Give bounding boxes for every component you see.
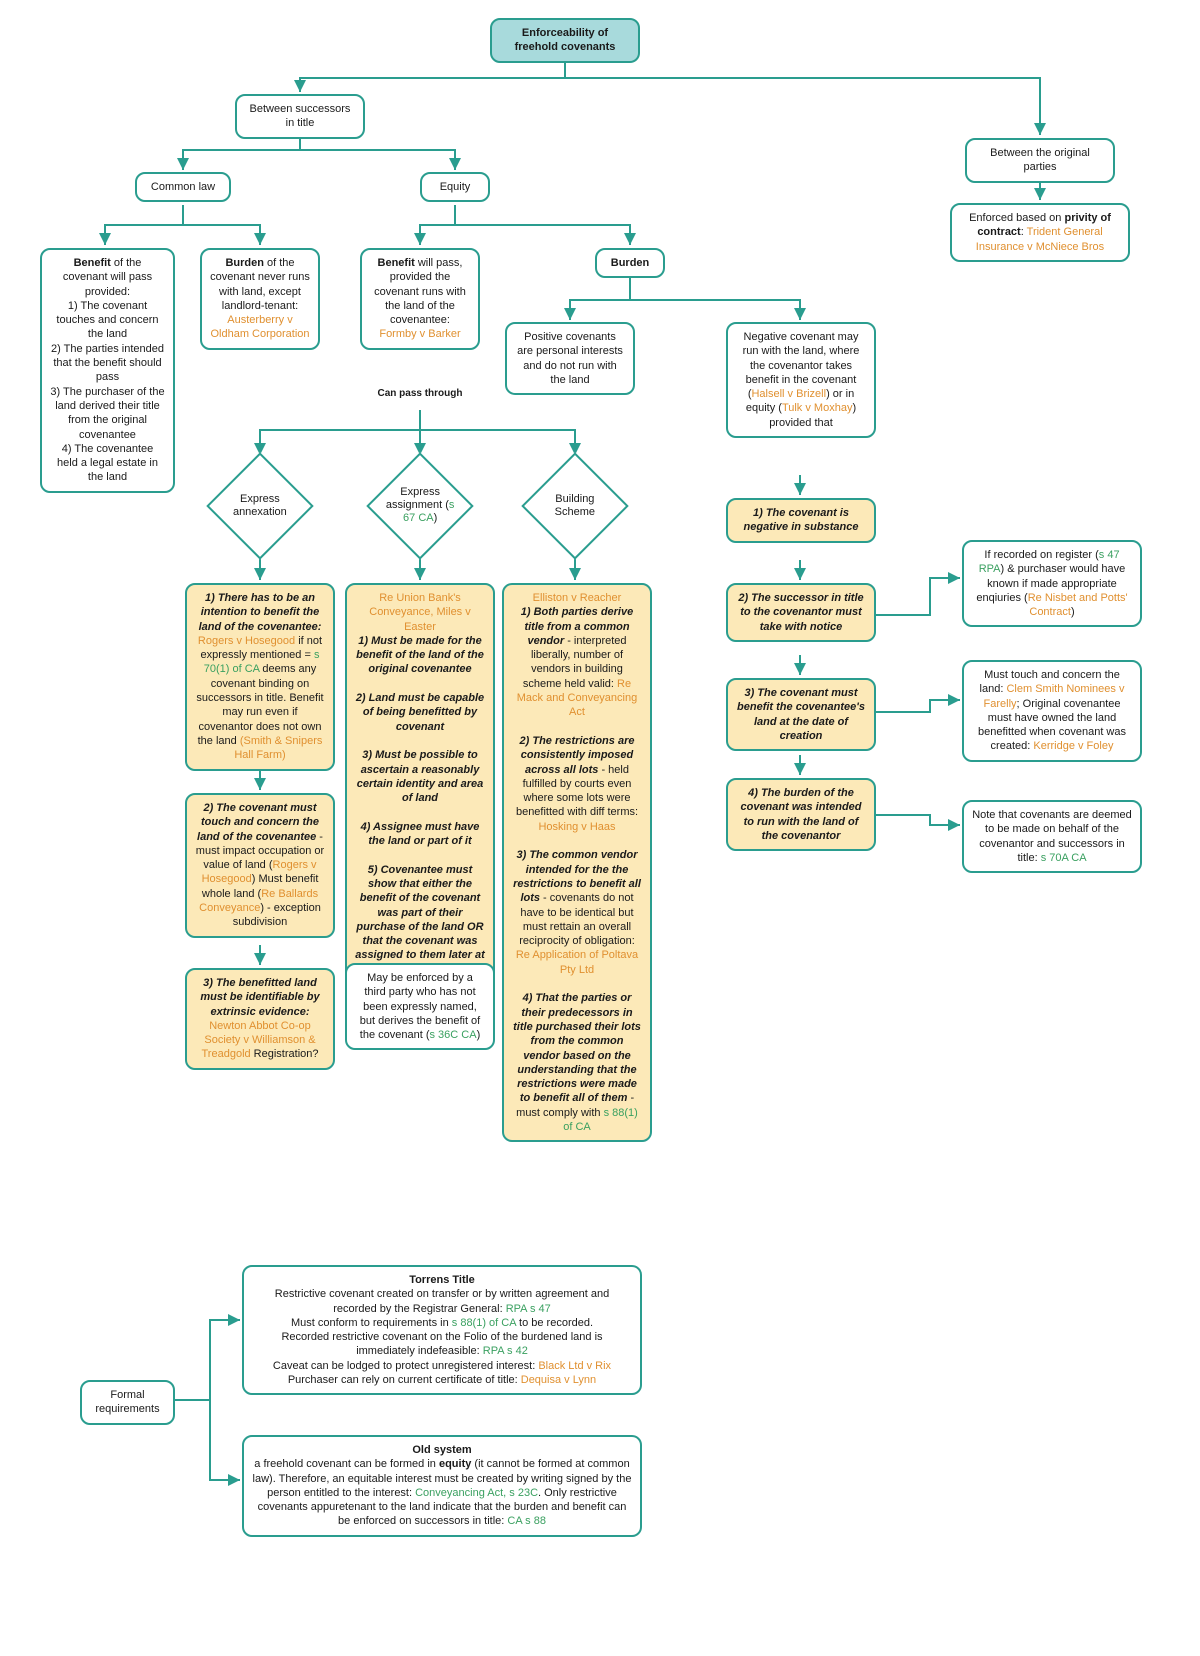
t1s: RPA s 47: [506, 1303, 551, 1315]
torrens-node: Torrens Title Restrictive covenant creat…: [242, 1265, 642, 1395]
cl-burden-node: Burden of the covenant never runs with l…: [200, 248, 320, 350]
privity-pre: Enforced based on: [969, 212, 1064, 224]
note4-node: Note that covenants are deemed to be mad…: [962, 800, 1142, 873]
neg2-node: 2) The successor in title to the covenan…: [726, 583, 876, 642]
t5c: Dequisa v Lynn: [521, 1374, 596, 1386]
successors-node: Between successors in title: [235, 94, 365, 139]
positive-text: Positive covenants are personal interest…: [517, 331, 623, 386]
n2a: If recorded on register (: [984, 549, 1098, 561]
equity-label: Equity: [440, 181, 471, 193]
neg1: 1) The covenant is negative in substance: [744, 507, 859, 533]
d-assign-a: Express assignment (: [386, 486, 449, 511]
d-scheme: Building Scheme: [555, 493, 595, 518]
negative-node: Negative covenant may run with the land,…: [726, 322, 876, 438]
t4a: Caveat can be lodged to protect unregist…: [273, 1360, 538, 1372]
s2c: Hosking v Haas: [538, 821, 615, 833]
scheme-node: Elliston v Reacher 1) Both parties deriv…: [502, 583, 652, 1142]
formal-label: Formal requirements: [95, 1389, 159, 1415]
diamond-annex: Express annexation: [206, 452, 313, 559]
neg2: 2) The successor in title to the covenan…: [738, 592, 863, 633]
o1s2: CA s 88: [507, 1515, 546, 1527]
eq-benefit-head: Benefit: [378, 257, 415, 269]
t5a: Purchaser can rely on current certificat…: [288, 1374, 521, 1386]
original-node: Between the original parties: [965, 138, 1115, 183]
s-c0: Elliston v Reacher: [533, 592, 622, 604]
cl-benefit-head: Benefit: [74, 257, 111, 269]
old-h: Old system: [412, 1444, 471, 1456]
cl-benefit-node: Benefit of the covenant will pass provid…: [40, 248, 175, 493]
original-label: Between the original parties: [990, 147, 1090, 173]
eq-burden-node: Burden: [595, 248, 665, 278]
annex3-node: 3) The benefitted land must be identifia…: [185, 968, 335, 1070]
positive-node: Positive covenants are personal interest…: [505, 322, 635, 395]
t3s: RPA s 42: [483, 1345, 528, 1357]
annex1-c: Rogers v Hosegood: [198, 635, 295, 647]
tp-s: s 36C CA: [429, 1029, 476, 1041]
note2-node: If recorded on register (s 47 RPA) & pur…: [962, 540, 1142, 627]
neg4: 4) The burden of the covenant was intend…: [740, 787, 861, 842]
annex1-c2: (Smith & Snipers Hall Farm): [234, 735, 322, 761]
third-party-node: May be enforced by a third party who has…: [345, 963, 495, 1050]
assign-node: Re Union Bank's Conveyance, Miles v East…: [345, 583, 495, 999]
t2b: to be recorded.: [516, 1317, 593, 1329]
t2s: s 88(1) of CA: [452, 1317, 516, 1329]
s3c: Re Application of Poltava Pty Ltd: [516, 949, 638, 975]
n3c2: Kerridge v Foley: [1033, 740, 1113, 752]
neg3: 3) The covenant must benefit the covenan…: [737, 687, 865, 742]
annex3-a: 3) The benefitted land must be identifia…: [200, 977, 319, 1018]
assign-c: Re Union Bank's Conveyance, Miles v East…: [369, 592, 471, 633]
eq-burden-label: Burden: [611, 257, 650, 269]
diamond-assign: Express assignment (s 67 CA): [366, 452, 473, 559]
torrens-h: Torrens Title: [409, 1274, 475, 1286]
annex1-a: 1) There has to be an intention to benef…: [199, 592, 322, 633]
neg-c1: Halsell v Brizell: [751, 388, 826, 400]
annex2-a: 2) The covenant must touch and concern t…: [197, 802, 319, 843]
equity-node: Equity: [420, 172, 490, 202]
n2c: Re Nisbet and Potts' Contract: [1028, 592, 1128, 618]
neg1-node: 1) The covenant is negative in substance: [726, 498, 876, 543]
root-label: Enforceability of freehold covenants: [515, 27, 616, 53]
eq-benefit-case: Formby v Barker: [379, 328, 460, 340]
can-pass-label: Can pass through: [370, 388, 470, 399]
annex3-b: Registration?: [251, 1048, 319, 1060]
t2a: Must conform to requirements in: [291, 1317, 452, 1329]
o1s: Conveyancing Act, s 23C: [415, 1487, 538, 1499]
annex1-node: 1) There has to be an intention to benef…: [185, 583, 335, 771]
successors-label: Between successors in title: [250, 103, 351, 129]
diamond-scheme: Building Scheme: [521, 452, 628, 559]
t1a: Restrictive covenant created on transfer…: [275, 1288, 609, 1314]
annex2-node: 2) The covenant must touch and concern t…: [185, 793, 335, 938]
n4s: s 70A CA: [1041, 852, 1087, 864]
d-annex: Express annexation: [233, 493, 287, 518]
o1a: a freehold covenant can be formed in: [254, 1458, 439, 1470]
n2d: ): [1071, 606, 1075, 618]
o1b: equity: [439, 1458, 471, 1470]
t3a: Recorded restrictive covenant on the Fol…: [281, 1331, 602, 1357]
t4c: Black Ltd v Rix: [538, 1360, 611, 1372]
commonlaw-label: Common law: [151, 181, 215, 193]
neg-c2: Tulk v Moxhay: [782, 402, 853, 414]
note3-node: Must touch and concern the land: Clem Sm…: [962, 660, 1142, 762]
cl-burden-case: Austerberry v Oldham Corporation: [210, 314, 309, 340]
root-node: Enforceability of freehold covenants: [490, 18, 640, 63]
privity-node: Enforced based on privity of contract: T…: [950, 203, 1130, 262]
oldsystem-node: Old system a freehold covenant can be fo…: [242, 1435, 642, 1537]
d-assign-b: ): [433, 513, 437, 525]
neg3-node: 3) The covenant must benefit the covenan…: [726, 678, 876, 751]
tp-b: ): [477, 1029, 481, 1041]
cl-burden-head: Burden: [225, 257, 264, 269]
assign-body: 1) Must be made for the benefit of the l…: [355, 635, 485, 990]
commonlaw-node: Common law: [135, 172, 231, 202]
s4a: 4) That the parties or their predecessor…: [513, 992, 641, 1104]
formal-node: Formal requirements: [80, 1380, 175, 1425]
eq-benefit-node: Benefit will pass, provided the covenant…: [360, 248, 480, 350]
cl-benefit-body: of the covenant will pass provided: 1) T…: [50, 257, 164, 483]
neg4-node: 4) The burden of the covenant was intend…: [726, 778, 876, 851]
